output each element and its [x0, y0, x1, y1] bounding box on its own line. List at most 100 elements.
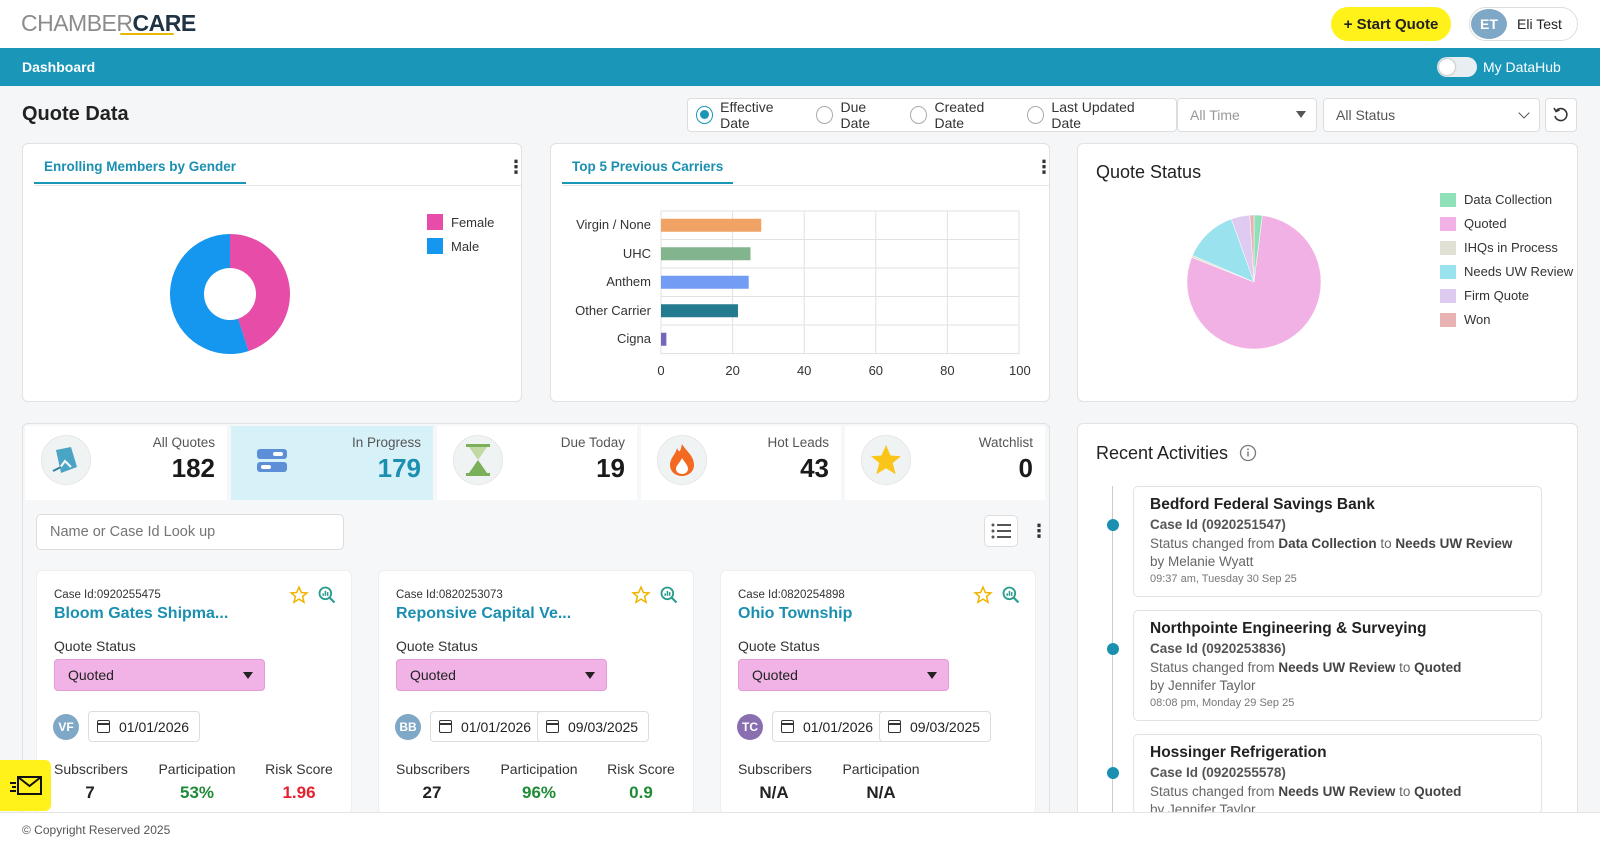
radio-label: Effective Date [720, 99, 774, 131]
carriers-chart-card: Top 5 Previous Carriers ⋮ 0 20 40 60 80 100 Vi… [550, 143, 1053, 402]
datahub-toggle[interactable] [1437, 57, 1477, 77]
calendar-icon [781, 720, 794, 733]
bar-uhc[interactable] [661, 247, 751, 261]
radio-label: Due Date [840, 99, 871, 131]
quote-card[interactable]: Case Id:0820254898 Ohio Township Quote S… [720, 570, 1036, 815]
activity-item[interactable]: Bedford Federal Savings Bank Case Id (09… [1133, 486, 1542, 597]
legend-label: Needs UW Review [1464, 264, 1574, 279]
bar-category-label: Virgin / None [576, 217, 651, 233]
recent-activities-title: Recent Activities [1096, 443, 1229, 463]
legend-swatch [1440, 264, 1456, 279]
quote-status-select[interactable]: Quoted [396, 659, 607, 691]
bar-category-label: UHC [622, 245, 651, 261]
participation-label: Participation [500, 761, 578, 777]
bar-other-carrier[interactable] [661, 304, 738, 318]
risk-score-value: 1.96 [282, 783, 316, 802]
more-options-icon[interactable]: ⋮ [1030, 521, 1048, 541]
quote-status-select[interactable]: Quoted [738, 659, 949, 691]
quote-status-pie-chart [1186, 214, 1322, 350]
activity-author: by Jennifer Taylor [1150, 678, 1256, 693]
subscribers-label: Subscribers [738, 761, 812, 777]
quote-status-value: Quoted [752, 667, 798, 683]
quote-status-value: Quoted [68, 667, 114, 683]
bar-virgin-none[interactable] [661, 218, 762, 232]
stat-in-progress[interactable]: In Progress 179 [231, 426, 433, 500]
date-value: 01/01/2026 [803, 719, 874, 735]
quote-card[interactable]: Case Id:0920255475 Bloom Gates Shipma...… [36, 570, 352, 815]
tab-gender[interactable]: Enrolling Members by Gender [34, 156, 247, 184]
x-tick-label: 40 [796, 362, 812, 378]
caret-down-icon [243, 672, 253, 679]
start-quote-button[interactable]: + Start Quote [1331, 7, 1451, 41]
bar-category-label: Other Carrier [575, 302, 651, 318]
company-name-link[interactable]: Reponsive Capital Ve... [396, 605, 572, 622]
tab-carriers[interactable]: Top 5 Previous Carriers [562, 156, 734, 184]
status-filter-select[interactable]: All Status [1323, 98, 1540, 132]
analytics-search-icon[interactable] [659, 585, 679, 605]
activity-company: Bedford Federal Savings Bank [1150, 496, 1375, 513]
bar-anthem[interactable] [661, 275, 749, 289]
donut-slice-male[interactable] [169, 234, 249, 354]
stat-label: Due Today [560, 435, 625, 450]
activity-item[interactable]: Northpointe Engineering & Surveying Case… [1133, 610, 1542, 721]
donut-slice-female[interactable] [230, 234, 290, 352]
message-button[interactable] [0, 760, 51, 811]
legend-item: Data Collection [1440, 192, 1552, 207]
footer: © Copyright Reserved 2025 [0, 812, 1600, 845]
radio-circle [816, 106, 834, 124]
stat-hot-leads[interactable]: Hot Leads 43 [641, 426, 841, 500]
legend-swatch [427, 238, 443, 254]
risk-score-label: Risk Score [265, 761, 333, 777]
due-date-chip: 09/03/2025 [879, 711, 992, 742]
avatar: ET [1471, 9, 1507, 39]
case-search-input[interactable] [36, 514, 344, 550]
analytics-search-icon[interactable] [317, 585, 337, 605]
more-options-icon[interactable]: ⋮ [1035, 157, 1053, 177]
watchlist-star-icon[interactable] [289, 585, 309, 605]
subscribers-label: Subscribers [396, 761, 470, 777]
watchlist-star-icon[interactable] [631, 585, 651, 605]
time-range-value: All Time [1190, 107, 1240, 123]
pie-slice-needs-uw-review[interactable] [1192, 218, 1255, 283]
legend-swatch [1440, 240, 1456, 255]
radio-last-updated-date[interactable]: Last Updated Date [1027, 99, 1162, 131]
activity-item[interactable]: Hossinger Refrigeration Case Id (0920255… [1133, 734, 1542, 814]
pie-slice-won[interactable] [1249, 214, 1255, 283]
stat-value: 0 [1018, 453, 1033, 483]
quote-status-select[interactable]: Quoted [54, 659, 265, 691]
gender-chart-card: Enrolling Members by Gender ⋮ Female Mal… [22, 143, 525, 402]
company-name-link[interactable]: Ohio Township [738, 605, 853, 622]
company-name-link[interactable]: Bloom Gates Shipma... [54, 605, 229, 622]
quote-status-label: Quote Status [738, 638, 820, 654]
flame-icon [657, 435, 707, 485]
legend-swatch [1440, 288, 1456, 303]
info-icon[interactable] [1239, 444, 1257, 462]
risk-score-value: 0.9 [629, 783, 653, 802]
legend-swatch [1440, 312, 1456, 327]
radio-effective-date[interactable]: Effective Date [696, 99, 802, 131]
radio-circle [1027, 106, 1045, 124]
stat-due-today[interactable]: Due Today 19 [437, 426, 637, 500]
stat-watchlist[interactable]: Watchlist 0 [845, 426, 1045, 500]
quote-card[interactable]: Case Id:0820253073 Reponsive Capital Ve.… [378, 570, 694, 815]
analytics-search-icon[interactable] [1001, 585, 1021, 605]
top-bar: CHAMBERCARE + Start Quote ET Eli Test [0, 0, 1600, 48]
legend-item: Needs UW Review [1440, 264, 1573, 279]
list-view-button[interactable] [984, 515, 1018, 547]
stat-all-quotes[interactable]: All Quotes 182 [25, 426, 227, 500]
more-options-icon[interactable]: ⋮ [507, 157, 525, 177]
time-range-select[interactable]: All Time [1177, 98, 1317, 132]
date-value: 01/01/2026 [119, 719, 190, 735]
bar-cigna[interactable] [661, 332, 667, 346]
radio-due-date[interactable]: Due Date [816, 99, 896, 131]
legend-male: Male [427, 238, 479, 254]
legend-item: Won [1440, 312, 1491, 327]
activity-case-id: Case Id (0920253836) [1150, 641, 1286, 656]
watchlist-star-icon[interactable] [973, 585, 993, 605]
user-menu[interactable]: ET Eli Test [1469, 7, 1578, 41]
reset-filters-button[interactable] [1545, 98, 1577, 132]
logo[interactable]: CHAMBERCARE [21, 10, 196, 37]
radio-created-date[interactable]: Created Date [910, 99, 1013, 131]
nav-dashboard[interactable]: Dashboard [22, 59, 96, 75]
legend-label: Quoted [1464, 216, 1507, 231]
